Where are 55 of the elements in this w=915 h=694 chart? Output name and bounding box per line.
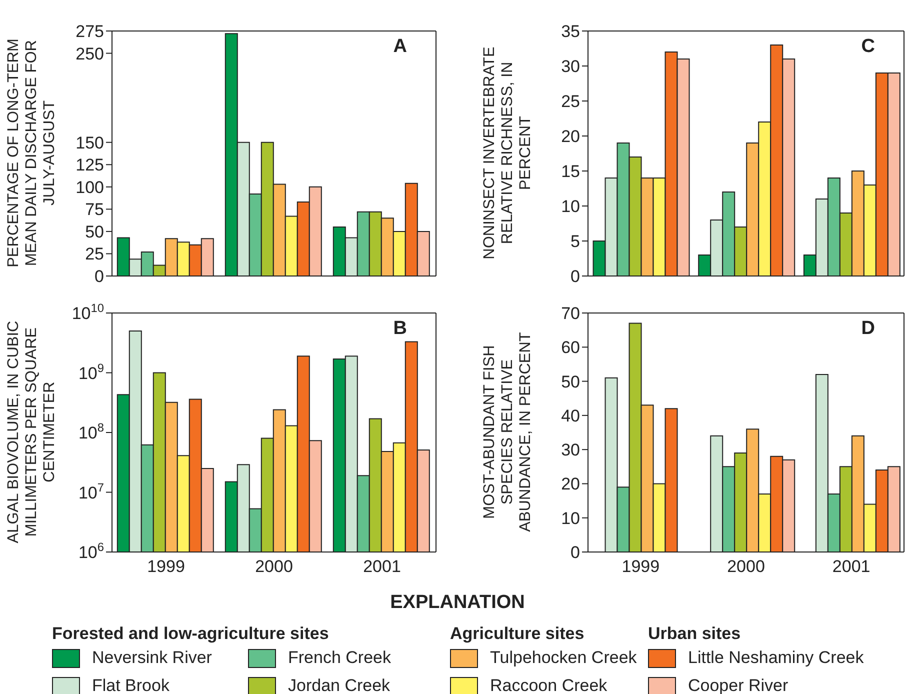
x-tick-label: 1999 bbox=[147, 557, 185, 576]
y-tick-label: 25 bbox=[561, 92, 580, 111]
y-tick-label: 50 bbox=[561, 372, 580, 392]
y-tick-label: 30 bbox=[561, 440, 580, 460]
y-axis-title: ALGAL BIOVOLUME, IN CUBIC MILLIMETERS PER SQUARE CENTIMETER bbox=[4, 320, 59, 546]
y-tick-label: 40 bbox=[561, 406, 580, 426]
legend-label: Raccoon Creek bbox=[490, 676, 608, 694]
chart-title: B bbox=[393, 318, 407, 340]
y-tick-label: 25 bbox=[85, 244, 104, 264]
chart-title: D bbox=[861, 318, 875, 340]
y-tick-label: 20 bbox=[561, 474, 580, 494]
legend-label: Little Neshaminy Creek bbox=[688, 648, 864, 668]
y-tick-label: 0 bbox=[94, 267, 104, 286]
y-axis-title: PERCENTAGE OF LONG-TERM MEAN DAILY DISCHARGE FOR JULY-AUGUST bbox=[4, 38, 59, 270]
x-tick-label: 2001 bbox=[832, 557, 870, 576]
y-tick-label: 50 bbox=[85, 222, 104, 242]
text: Urban sites bbox=[648, 624, 741, 644]
y-tick-label: 5 bbox=[570, 232, 580, 251]
y-tick-label: 275 bbox=[76, 22, 104, 41]
x-tick-label: 2000 bbox=[727, 557, 765, 576]
y-tick-label: 70 bbox=[561, 304, 580, 323]
y-tick-label: 10 bbox=[561, 508, 580, 528]
y-tick-label: 60 bbox=[561, 338, 580, 358]
legend-label: Tulpehocken Creek bbox=[490, 648, 637, 668]
y-tick-label: 15 bbox=[561, 162, 580, 181]
legend-label: French Creek bbox=[288, 648, 391, 668]
y-tick-label: 10 bbox=[561, 197, 580, 216]
y-tick-label: 10$^{7}$ bbox=[78, 480, 104, 502]
y-tick-label: 150 bbox=[76, 133, 104, 152]
text: Forested and low-agriculture sites bbox=[52, 624, 329, 644]
y-tick-label: 35 bbox=[561, 22, 580, 41]
y-tick-label: 125 bbox=[76, 156, 104, 175]
x-tick-label: 2001 bbox=[363, 557, 401, 576]
y-tick-label: 0 bbox=[570, 267, 580, 286]
y-tick-label: 250 bbox=[76, 44, 104, 64]
legend-label: Flat Brook bbox=[92, 676, 170, 694]
legend-label: Neversink River bbox=[92, 648, 212, 668]
legend-title: EXPLANATION bbox=[389, 592, 526, 614]
y-tick-label: 30 bbox=[561, 57, 580, 76]
y-tick-label: 100 bbox=[76, 178, 104, 197]
x-tick-label: 1999 bbox=[622, 557, 660, 576]
y-tick-label: 75 bbox=[85, 200, 104, 220]
y-axis-title: NONINSECT INVERTEBRATE RELATIVE RICHNESS, IN PERCENT bbox=[480, 46, 535, 262]
text: Agriculture sites bbox=[450, 624, 584, 644]
legend-label: Jordan Creek bbox=[288, 676, 390, 694]
y-tick-label: 0 bbox=[570, 543, 580, 562]
y-tick-label: 10$^{8}$ bbox=[78, 420, 104, 442]
y-tick-label: 10$^{6}$ bbox=[78, 540, 104, 562]
y-axis-title: MOST-ABUNDANT FISH SPECIES RELATIVE ABUNDANCE, IN PERCENT bbox=[480, 331, 535, 534]
y-tick-label: 10$^{9}$ bbox=[78, 360, 104, 383]
y-tick-label: 20 bbox=[561, 127, 580, 146]
x-tick-label: 2000 bbox=[255, 557, 293, 576]
chart-title: C bbox=[861, 36, 875, 58]
y-tick-label: 10$^{10}$ bbox=[72, 301, 104, 323]
chart-title: A bbox=[393, 36, 407, 58]
